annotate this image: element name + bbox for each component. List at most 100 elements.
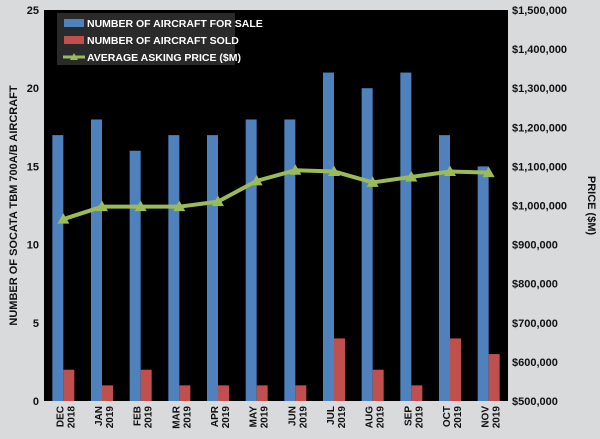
- x-tick-year: 2019: [376, 406, 387, 429]
- bar-for-sale: [400, 72, 412, 401]
- y-left-tick-label: 5: [33, 318, 39, 330]
- x-tick-month: APR: [210, 405, 221, 427]
- legend-box: [57, 13, 235, 65]
- bar-for-sale: [284, 119, 296, 401]
- bar-for-sale: [323, 72, 334, 401]
- bar-sold: [488, 354, 500, 401]
- x-tick-month: MAY: [249, 406, 260, 428]
- y-right-tick-label: $500,000: [512, 396, 558, 408]
- x-tick-month: JUL: [326, 406, 337, 425]
- legend-swatch: [64, 36, 84, 44]
- bar-sold: [179, 385, 191, 401]
- y-right-tick-label: $1,200,000: [512, 122, 567, 134]
- x-tick-year: 2019: [221, 406, 232, 429]
- legend-swatch-marker: [70, 53, 78, 60]
- y-right-tick-label: $700,000: [512, 318, 558, 330]
- y-right-tick-label: $900,000: [512, 240, 558, 252]
- x-tick-label: MAR 2019: [171, 405, 193, 429]
- x-tick-month: AUG: [365, 406, 376, 428]
- bar-sold: [102, 385, 113, 401]
- bar-for-sale: [129, 150, 141, 401]
- y-right-tick-label: $800,000: [512, 279, 558, 291]
- legend-label: NUMBER OF AIRCRAFT FOR SALE: [87, 18, 263, 30]
- x-tick-label: NOV 2019: [481, 406, 503, 429]
- x-tick-label: JUL 2019: [326, 406, 348, 429]
- price-marker: [289, 164, 302, 175]
- legend-label: NUMBER OF AIRCRAFT SOLD: [87, 35, 239, 47]
- x-tick-month: OCT: [442, 406, 453, 427]
- y-right-tick-label: $1,400,000: [512, 44, 567, 56]
- bar-for-sale: [168, 135, 180, 401]
- bars-layer: [52, 72, 500, 401]
- x-tick-year: 2019: [105, 406, 116, 429]
- x-tick-label: OCT 2019: [442, 406, 464, 429]
- bar-sold: [334, 338, 345, 401]
- price-marker: [328, 165, 340, 176]
- y-left-tick-label: 0: [33, 396, 39, 408]
- y-right-tick-label: $1,100,000: [512, 161, 567, 173]
- bar-for-sale: [207, 135, 218, 401]
- price-marker: [96, 200, 108, 212]
- x-tick-month: JAN: [94, 406, 105, 426]
- x-tick-month: SEP: [403, 406, 414, 426]
- x-tick-year: 2018: [66, 406, 77, 429]
- bar-for-sale: [91, 119, 102, 401]
- y-axis-right-title: PRICE ($M): [585, 176, 597, 236]
- bar-sold: [295, 385, 307, 401]
- ticks-layer: 0 5 10 15 20 25 $500,000 $600,000 $700,000 $800,0…: [27, 5, 567, 429]
- bar-sold: [372, 369, 384, 401]
- x-tick-label: JAN 2019: [94, 406, 116, 429]
- x-tick-label: JUN 2019: [287, 406, 309, 429]
- x-tick-month: DEC: [55, 406, 66, 427]
- x-tick-label: DEC 2018: [55, 406, 77, 429]
- price-marker: [250, 174, 263, 186]
- y-right-tick-label: $1,500,000: [512, 5, 567, 17]
- x-tick-year: 2019: [260, 406, 271, 429]
- x-tick-year: 2019: [182, 406, 193, 429]
- bar-for-sale: [477, 166, 489, 401]
- price-marker: [57, 213, 70, 224]
- y-right-tick-label: $600,000: [512, 357, 558, 369]
- x-tick-label: FEB 2019: [133, 406, 155, 429]
- x-tick-year: 2019: [492, 406, 503, 429]
- x-tick-year: 2019: [453, 406, 464, 429]
- y-right-tick-label: $1,300,000: [512, 83, 567, 95]
- price-marker: [482, 166, 495, 178]
- price-marker: [444, 165, 456, 176]
- x-tick-year: 2019: [298, 406, 309, 429]
- line-average-asking-price: [62, 168, 489, 222]
- x-tick-month: MAR: [171, 405, 182, 429]
- price-marker: [366, 176, 379, 187]
- bar-for-sale: [439, 135, 450, 401]
- legend-swatch: [64, 19, 84, 27]
- y-axis-left-title: NUMBER OF SOCATA TBM 700A/B AIRCRAFT: [8, 85, 20, 325]
- bar-sold: [218, 385, 229, 401]
- x-tick-label: SEP 2019: [403, 406, 425, 429]
- legend-label: AVERAGE ASKING PRICE ($M): [87, 52, 241, 64]
- bar-sold: [140, 369, 152, 401]
- price-marker: [212, 195, 224, 207]
- y-left-tick-label: 15: [27, 161, 39, 173]
- bar-sold: [63, 369, 75, 401]
- y-left-tick-label: 10: [27, 240, 39, 252]
- bar-for-sale: [245, 119, 257, 401]
- bar-for-sale: [52, 135, 64, 401]
- x-tick-year: 2019: [414, 406, 425, 429]
- bar-for-sale: [361, 88, 373, 401]
- price-marker: [173, 200, 186, 212]
- y-left-tick-label: 20: [27, 83, 39, 95]
- x-tick-label: MAY 2019: [249, 406, 271, 429]
- price-marker: [405, 170, 418, 182]
- bar-sold: [256, 385, 268, 401]
- x-tick-label: AUG 2019: [365, 406, 387, 429]
- y-right-tick-label: $1,000,000: [512, 201, 567, 213]
- legend: NUMBER OF AIRCRAFT FOR SALE NUMBER OF AIR…: [57, 13, 263, 65]
- price-marker: [134, 200, 147, 212]
- x-tick-year: 2019: [144, 406, 155, 429]
- bar-sold: [450, 338, 461, 401]
- bar-sold: [411, 385, 423, 401]
- x-tick-month: NOV: [481, 406, 492, 428]
- x-tick-month: FEB: [133, 406, 144, 426]
